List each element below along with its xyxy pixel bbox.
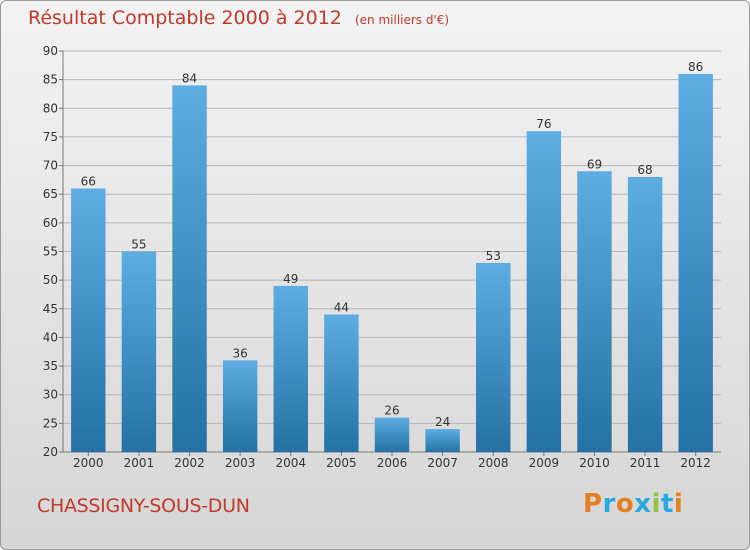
grid-lines xyxy=(59,50,721,456)
y-tick-label: 55 xyxy=(43,245,58,259)
data-label-2002: 84 xyxy=(182,71,197,85)
y-tick-label: 75 xyxy=(43,130,58,144)
bar-2012 xyxy=(678,73,713,453)
x-tick-label: 2011 xyxy=(630,456,661,470)
data-label-2005: 44 xyxy=(334,301,349,315)
x-tick-label: 2001 xyxy=(124,456,155,470)
x-tick-label: 2008 xyxy=(478,456,509,470)
x-tick-label: 2002 xyxy=(174,456,205,470)
x-tick-label: 2000 xyxy=(73,456,104,470)
bar-2005 xyxy=(324,314,359,452)
x-tick-label: 2012 xyxy=(680,456,711,470)
y-tick-label: 60 xyxy=(43,216,58,230)
bar-2010 xyxy=(577,171,612,453)
data-label-2010: 69 xyxy=(587,157,602,171)
y-tick-label: 50 xyxy=(43,273,58,287)
bar-2011 xyxy=(627,177,663,452)
x-tick-label: 2003 xyxy=(225,456,256,470)
bar-2008 xyxy=(476,262,511,452)
y-tick-label: 70 xyxy=(43,159,58,173)
bars xyxy=(71,73,713,453)
logo-letter: t xyxy=(660,489,674,519)
place-name: CHASSIGNY-SOUS-DUN xyxy=(37,495,250,517)
x-tick-label: 2007 xyxy=(427,456,458,470)
bar-2002 xyxy=(172,85,207,452)
title-row: Résultat Comptable 2000 à 2012 (en milli… xyxy=(28,7,449,29)
x-tick-label: 2005 xyxy=(326,456,357,470)
logo-letter: x xyxy=(634,489,652,519)
logo-letter: r xyxy=(602,489,616,519)
data-label-2001: 55 xyxy=(131,238,146,252)
data-label-2007: 24 xyxy=(435,415,450,429)
proxiti-logo: Proxiti xyxy=(583,489,683,519)
chart-title: Résultat Comptable 2000 à 2012 xyxy=(28,7,342,29)
data-label-2009: 76 xyxy=(536,117,551,131)
bar-2001 xyxy=(121,251,157,452)
data-label-2008: 53 xyxy=(486,249,501,263)
x-tick-label: 2010 xyxy=(579,456,610,470)
y-tick-label: 30 xyxy=(43,388,58,402)
data-label-2000: 66 xyxy=(81,174,96,188)
unit-note: (en milliers d'€) xyxy=(354,13,450,27)
y-tick-label: 25 xyxy=(43,416,58,430)
bar-2006 xyxy=(374,417,410,452)
y-tick-label: 90 xyxy=(43,44,58,58)
bar-2004 xyxy=(273,285,308,452)
y-tick-label: 85 xyxy=(43,73,58,87)
data-label-2012: 86 xyxy=(688,60,703,74)
x-tick-label: 2004 xyxy=(275,456,306,470)
x-tick-label: 2006 xyxy=(377,456,408,470)
data-label-2003: 36 xyxy=(233,346,248,360)
labels: 20 25 30 35 40 45 50 55 60 65 70 75 80 85 90 66 2000 55 20… xyxy=(43,44,711,470)
data-label-2004: 49 xyxy=(283,272,298,286)
logo-letter: i xyxy=(673,489,684,519)
bar-2003 xyxy=(222,360,258,452)
bar-2000 xyxy=(71,188,106,452)
data-label-2011: 68 xyxy=(637,163,652,177)
y-tick-label: 20 xyxy=(43,445,58,459)
y-tick-label: 40 xyxy=(43,330,58,344)
y-tick-label: 65 xyxy=(43,187,58,201)
logo-letter: P xyxy=(583,489,603,519)
logo-letter: i xyxy=(651,489,661,519)
logo-letter: o xyxy=(615,489,635,519)
bar-2009 xyxy=(526,131,562,452)
y-tick-label: 80 xyxy=(43,101,58,115)
bar-2007 xyxy=(425,429,460,452)
y-tick-label: 35 xyxy=(43,359,58,373)
data-label-2006: 26 xyxy=(384,404,399,418)
x-tick-label: 2009 xyxy=(529,456,560,470)
y-tick-label: 45 xyxy=(43,302,58,316)
